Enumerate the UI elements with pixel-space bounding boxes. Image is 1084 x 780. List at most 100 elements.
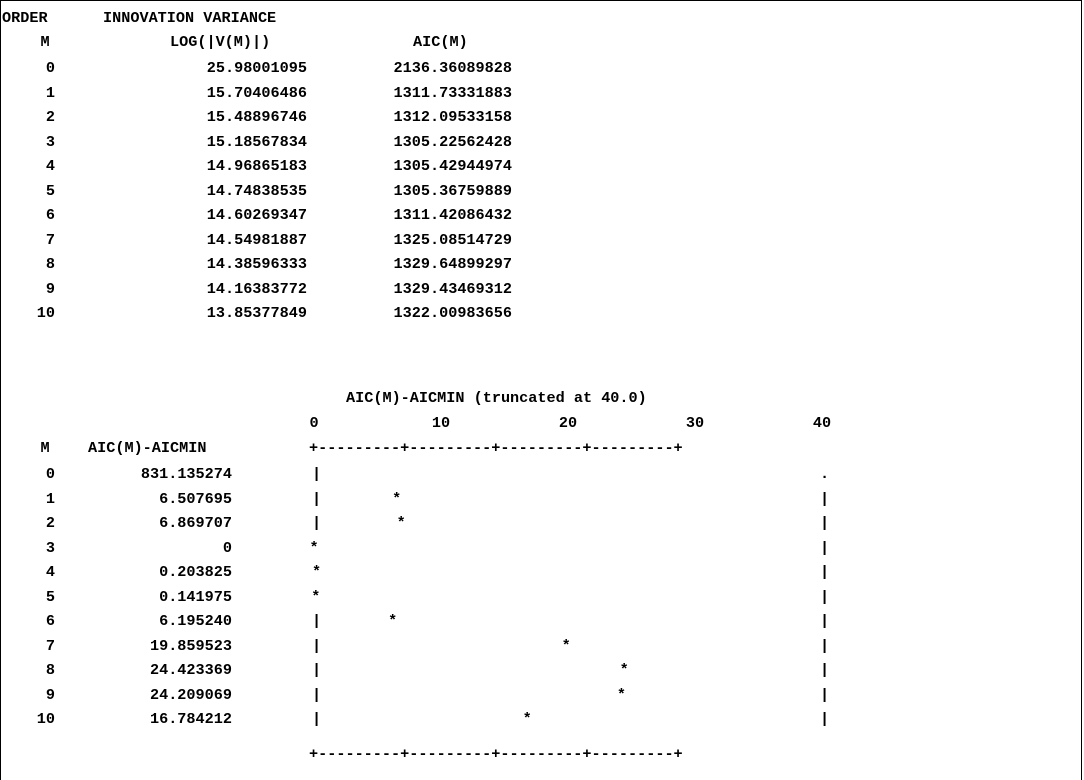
aic-diff-cell: 6.507695 — [159, 489, 232, 508]
order-cell: 0 — [45, 465, 55, 483]
plot-right-border: | — [820, 489, 830, 508]
plot-left-border: | — [312, 710, 322, 728]
aic-cell: 1325.08514729 — [393, 230, 512, 249]
order-cell: 10 — [36, 304, 55, 322]
order-cell: 1 — [45, 489, 55, 508]
data-point-star: * — [309, 538, 319, 557]
x-tick-label: 30 — [685, 414, 705, 432]
data-point-star: * — [396, 514, 406, 532]
aic-cell: 1329.43469312 — [393, 279, 512, 298]
bottom-col-m: M — [40, 439, 50, 457]
plot-right-border: | — [820, 514, 830, 532]
plot-right-border: | — [820, 661, 830, 679]
aic-diff-cell: 831.135274 — [140, 465, 232, 483]
order-cell: 9 — [45, 685, 55, 704]
aic-diff-cell: 16.784212 — [149, 710, 232, 728]
log-variance-cell: 14.74838535 — [206, 181, 307, 200]
aic-cell: 1311.42086432 — [393, 206, 512, 224]
aic-diff-cell: 0.141975 — [159, 587, 232, 606]
log-variance-cell: 13.85377849 — [206, 304, 307, 322]
order-cell: 3 — [45, 538, 55, 557]
log-variance-cell: 15.70406486 — [206, 83, 307, 102]
top-col-log: LOG(|V(M)|) — [170, 33, 271, 51]
log-variance-cell: 14.96865183 — [206, 157, 307, 175]
order-cell: 2 — [45, 514, 55, 532]
order-cell: 5 — [45, 181, 55, 200]
chart-border-top: +---------+---------+---------+---------… — [309, 439, 683, 457]
variance-heading: INNOVATION VARIANCE — [103, 9, 277, 27]
plot-right-border: | — [820, 710, 830, 728]
aic-cell: 1305.22562428 — [393, 132, 512, 151]
order-cell: 6 — [45, 612, 55, 630]
log-variance-cell: 14.16383772 — [206, 279, 307, 298]
aic-cell: 1305.36759889 — [393, 181, 512, 200]
aic-cell: 1312.09533158 — [393, 108, 512, 126]
aic-diff-cell: 6.869707 — [159, 514, 232, 532]
top-col-m: M — [40, 33, 50, 51]
log-variance-cell: 15.48896746 — [206, 108, 307, 126]
log-variance-cell: 14.60269347 — [206, 206, 307, 224]
data-point-star: * — [312, 563, 322, 581]
order-cell: 6 — [45, 206, 55, 224]
order-cell: 3 — [45, 132, 55, 151]
data-point-star: * — [561, 636, 571, 655]
plot-right-border: | — [820, 538, 830, 557]
chart-border-bottom: +---------+---------+---------+---------… — [309, 745, 683, 763]
data-point-star: * — [311, 587, 321, 606]
aic-diff-cell: 19.859523 — [149, 636, 232, 655]
order-cell: 7 — [45, 636, 55, 655]
plot-right-border: | — [820, 587, 830, 606]
plot-left-border: | — [312, 636, 322, 655]
plot-left-border: | — [312, 489, 322, 508]
aic-diff-cell: 0 — [222, 538, 232, 557]
aic-diff-cell: 24.423369 — [149, 661, 232, 679]
top-col-aic: AIC(M) — [413, 33, 468, 51]
data-point-star: * — [619, 661, 629, 679]
aic-cell: 1311.73331883 — [393, 83, 512, 102]
x-tick-label: 40 — [812, 414, 832, 432]
plot-right-border: | — [820, 636, 830, 655]
aic-cell: 1305.42944974 — [393, 157, 512, 175]
log-variance-cell: 14.54981887 — [206, 230, 307, 249]
plot-right-border: | — [820, 685, 830, 704]
order-heading: ORDER — [2, 9, 48, 27]
plot-left-border: | — [312, 661, 322, 679]
order-cell: 10 — [36, 710, 55, 728]
aic-diff-cell: 0.203825 — [159, 563, 232, 581]
plot-left-border: | — [312, 685, 322, 704]
data-point-star: * — [616, 685, 627, 704]
data-point-star: * — [388, 612, 398, 630]
aic-diff-cell: 6.195240 — [159, 612, 232, 630]
plot-right-border: | — [820, 612, 830, 630]
log-variance-cell: 15.18567834 — [206, 132, 307, 151]
order-cell: 4 — [45, 563, 55, 581]
log-variance-cell: 25.98001095 — [206, 59, 307, 77]
order-cell: 2 — [45, 108, 55, 126]
x-tick-label: 10 — [431, 414, 451, 432]
log-variance-cell: 14.38596333 — [206, 255, 307, 273]
overflow-marker: . — [820, 465, 830, 483]
x-tick-label: 0 — [309, 414, 319, 432]
order-cell: 9 — [45, 279, 55, 298]
aic-cell: 1329.64899297 — [393, 255, 512, 273]
plot-left-border: | — [312, 465, 322, 483]
data-point-star: * — [392, 489, 402, 508]
chart-title: AIC(M)-AICMIN (truncated at 40.0) — [346, 389, 647, 407]
order-cell: 4 — [45, 157, 55, 175]
x-tick-label: 20 — [558, 414, 578, 432]
plot-right-border: | — [820, 563, 830, 581]
bottom-col-diff: AIC(M)-AICMIN — [88, 439, 207, 457]
aic-cell: 1322.00983656 — [393, 304, 512, 322]
order-cell: 5 — [45, 587, 55, 606]
order-cell: 7 — [45, 230, 55, 249]
aic-cell: 2136.36089828 — [393, 59, 512, 77]
order-cell: 0 — [45, 59, 55, 77]
plot-left-border: | — [312, 514, 322, 532]
plot-left-border: | — [312, 612, 322, 630]
aic-diff-cell: 24.209069 — [149, 685, 232, 704]
data-point-star: * — [522, 710, 532, 728]
order-cell: 8 — [45, 255, 55, 273]
order-cell: 8 — [45, 661, 55, 679]
order-cell: 1 — [45, 83, 55, 102]
